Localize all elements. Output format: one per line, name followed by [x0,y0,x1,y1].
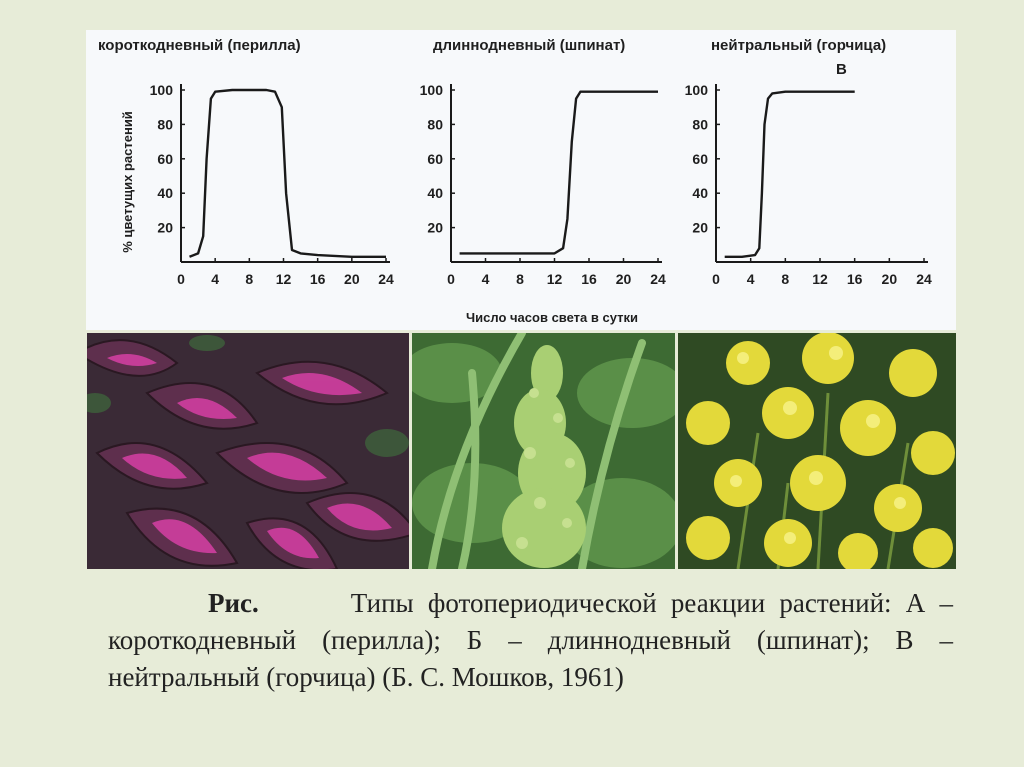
spinach-photo [412,333,675,569]
chart-panel-short-day: короткодневный (перилла) % цветущих раст… [98,37,394,287]
x-tick-label: 24 [378,271,394,287]
series-line [189,88,386,259]
x-tick-label: 20 [344,271,360,287]
x-tick-label: 24 [916,271,932,287]
x-tick-label: 20 [616,271,632,287]
x-tick-label: 8 [781,271,789,287]
y-tick-label: 20 [692,220,708,236]
y-axis-label: % цветущих растений [120,111,135,253]
panel-letter: В [836,61,847,78]
x-tick-label: 24 [650,271,666,287]
x-tick-label: 12 [547,271,563,287]
y-tick-label: 80 [692,116,708,132]
chart-panel-neutral: нейтральный (горчица) В 0 4 8 12 16 20 24 20 40 6… [685,37,932,287]
chart-title: длиннодневный (шпинат) [433,37,625,54]
y-tick-label: 20 [157,220,173,236]
y-tick-label: 100 [150,82,174,98]
chart-title: нейтральный (горчица) [711,37,886,54]
y-tick-label: 20 [427,220,443,236]
x-tick-label: 20 [882,271,898,287]
x-tick-label: 8 [516,271,524,287]
x-tick-label: 8 [245,271,253,287]
mustard-photo [678,333,956,569]
x-tick-label: 16 [581,271,597,287]
caption-lead: Рис. [208,588,259,618]
x-tick-label: 0 [447,271,455,287]
y-tick-label: 80 [157,116,173,132]
y-tick-label: 60 [692,151,708,167]
x-tick-label: 16 [310,271,326,287]
perilla-photo [87,333,409,569]
y-tick-label: 40 [692,185,708,201]
x-tick-label: 4 [211,271,219,287]
x-tick-label: 0 [712,271,720,287]
x-tick-label: 4 [482,271,490,287]
chart-title: короткодневный (перилла) [98,37,301,54]
caption-text: Типы фотопериодической реакции растений:… [108,588,953,692]
x-tick-label: 4 [747,271,755,287]
y-tick-label: 40 [157,185,173,201]
x-tick-label: 0 [177,271,185,287]
y-tick-label: 60 [157,151,173,167]
chart-panel-long-day: длиннодневный (шпинат) 0 4 8 12 16 20 24 20 40 60… [420,37,666,287]
y-tick-label: 80 [427,116,443,132]
y-tick-label: 100 [685,82,709,98]
series-line [724,90,855,259]
y-tick-label: 60 [427,151,443,167]
y-tick-label: 100 [420,82,444,98]
x-tick-label: 16 [847,271,863,287]
x-axis-label: Число часов света в сутки [466,310,638,325]
photoperiod-charts: короткодневный (перилла) % цветущих раст… [98,37,932,325]
series-line [459,90,658,255]
photoperiod-chart-figure: короткодневный (перилла) % цветущих раст… [86,30,956,330]
x-tick-label: 12 [812,271,828,287]
figure-caption: Рис. Типы фотопериодической реакции расте… [108,585,953,696]
y-tick-label: 40 [427,185,443,201]
x-tick-label: 12 [276,271,292,287]
